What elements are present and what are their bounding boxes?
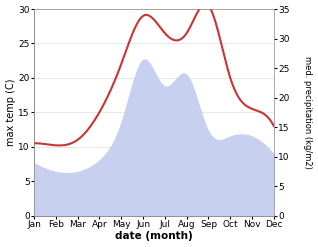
Y-axis label: max temp (C): max temp (C) — [5, 79, 16, 146]
X-axis label: date (month): date (month) — [115, 231, 193, 242]
Y-axis label: med. precipitation (kg/m2): med. precipitation (kg/m2) — [303, 56, 313, 169]
